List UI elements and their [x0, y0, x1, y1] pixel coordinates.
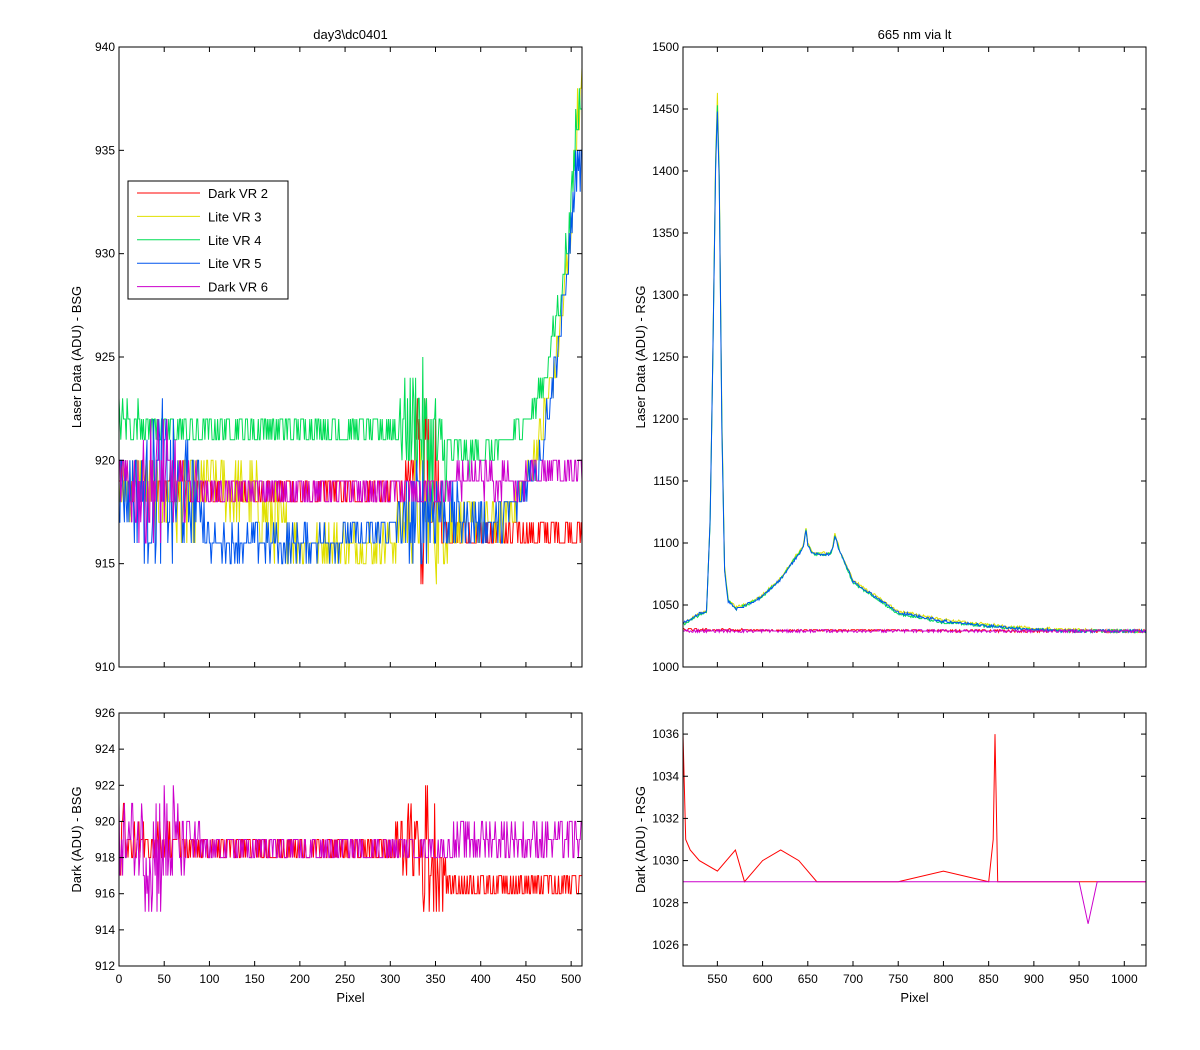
x-tick-label: 200 — [290, 972, 310, 986]
y-tick-label: 1200 — [652, 412, 679, 426]
x-tick-label: 350 — [425, 972, 445, 986]
y-tick-label: 1034 — [652, 769, 679, 783]
y-tick-label: 1028 — [652, 896, 679, 910]
y-tick-label: 1500 — [652, 40, 679, 54]
y-tick-label: 925 — [95, 350, 115, 364]
plot-area — [683, 92, 1146, 634]
y-tick-label: 915 — [95, 557, 115, 571]
legend-label: Lite VR 5 — [208, 256, 261, 271]
x-tick-label: 50 — [158, 972, 172, 986]
y-tick-label: 1450 — [652, 102, 679, 116]
y-tick-label: 1036 — [652, 727, 679, 741]
x-tick-label: 250 — [335, 972, 355, 986]
y-axis-label: Laser Data (ADU) - RSG — [633, 285, 648, 428]
dark-bsg-panel: 912 914 916 918 920 922 924 926 0 50 100 150 200 250 3… — [69, 706, 583, 1005]
y-tick-label: 1026 — [652, 938, 679, 952]
y-tick-label: 918 — [95, 851, 115, 865]
y-tick-label: 1032 — [652, 811, 679, 825]
y-axis-label: Laser Data (ADU) - BSG — [69, 286, 84, 428]
x-tick-label: 950 — [1069, 972, 1089, 986]
y-tick-label: 1300 — [652, 288, 679, 302]
y-tick-label: 1100 — [653, 536, 679, 550]
x-tick-label: 150 — [245, 972, 265, 986]
panel-title: 665 nm via lt — [878, 27, 952, 42]
legend-label: Lite VR 3 — [208, 209, 261, 224]
y-axis-label: Dark (ADU) - RSG — [633, 786, 648, 893]
legend-label: Lite VR 4 — [208, 233, 261, 248]
x-tick-label: 700 — [843, 972, 863, 986]
y-tick-label: 1400 — [652, 164, 679, 178]
y-tick-label: 1030 — [652, 854, 679, 868]
x-tick-label: 850 — [979, 972, 999, 986]
axes-frame — [682, 712, 1147, 967]
x-tick-label: 550 — [707, 972, 727, 986]
panel-title: day3\dc0401 — [313, 27, 387, 42]
x-tick-label: 750 — [888, 972, 908, 986]
y-axis-label: Dark (ADU) - BSG — [69, 786, 84, 892]
y-tick-label: 924 — [95, 742, 115, 756]
x-tick-label: 500 — [561, 972, 581, 986]
y-tick-label: 916 — [95, 887, 115, 901]
y-tick-label: 1150 — [653, 474, 679, 488]
series-line-dark-vr-6 — [683, 628, 1146, 634]
y-tick-label: 920 — [95, 453, 115, 467]
series-line-lite-vr-4 — [683, 105, 1146, 634]
y-tick-label: 1350 — [652, 226, 679, 240]
x-axis-label: Pixel — [900, 990, 928, 1005]
laser-rsg-panel: 1000 1050 1100 1150 1200 1250 1300 1350 1400 1450… — [633, 27, 1147, 674]
x-tick-label: 900 — [1024, 972, 1044, 986]
axes-frame — [118, 712, 583, 967]
x-tick-label: 0 — [116, 972, 123, 986]
series-line-lite-vr-4 — [119, 88, 582, 502]
series-line-dark-vr-6 — [683, 881, 1146, 924]
series-line-dark-vr-6 — [119, 785, 582, 912]
x-tick-label: 100 — [199, 972, 219, 986]
x-tick-label: 1000 — [1111, 972, 1138, 986]
y-tick-label: 922 — [95, 778, 115, 792]
legend-label: Dark VR 2 — [208, 186, 268, 201]
dark-rsg-panel: 1026 1028 1030 1032 1034 1036 550 600 650 700 750 8… — [633, 712, 1147, 1005]
y-tick-label: 912 — [95, 959, 115, 973]
y-tick-label: 920 — [95, 814, 115, 828]
plot-area — [683, 734, 1146, 924]
y-tick-label: 1050 — [652, 598, 679, 612]
y-tick-label: 926 — [95, 706, 115, 720]
plot-area — [119, 67, 582, 585]
y-tick-label: 914 — [95, 923, 115, 937]
x-tick-label: 600 — [753, 972, 773, 986]
series-line-lite-vr-5 — [119, 149, 582, 565]
series-line-dark-vr-6 — [119, 418, 582, 544]
x-tick-label: 400 — [471, 972, 491, 986]
legend-label: Dark VR 6 — [208, 280, 268, 295]
x-axis-label: Pixel — [336, 990, 364, 1005]
y-tick-label: 930 — [95, 247, 115, 261]
legend: Dark VR 2 Lite VR 3 Lite VR 4 Lite VR 5 Dark… — [127, 180, 289, 300]
laser-bsg-panel: 910 915 920 925 930 935 940 day3\dc0401 Laser Da… — [69, 27, 583, 674]
x-tick-label: 800 — [933, 972, 953, 986]
y-tick-label: 910 — [95, 660, 115, 674]
y-tick-label: 1250 — [652, 350, 679, 364]
x-tick-label: 450 — [516, 972, 536, 986]
x-tick-label: 650 — [798, 972, 818, 986]
x-tick-label: 300 — [380, 972, 400, 986]
plot-area — [119, 785, 582, 912]
y-tick-label: 1000 — [652, 660, 679, 674]
y-tick-label: 940 — [95, 40, 115, 54]
y-tick-label: 935 — [95, 143, 115, 157]
